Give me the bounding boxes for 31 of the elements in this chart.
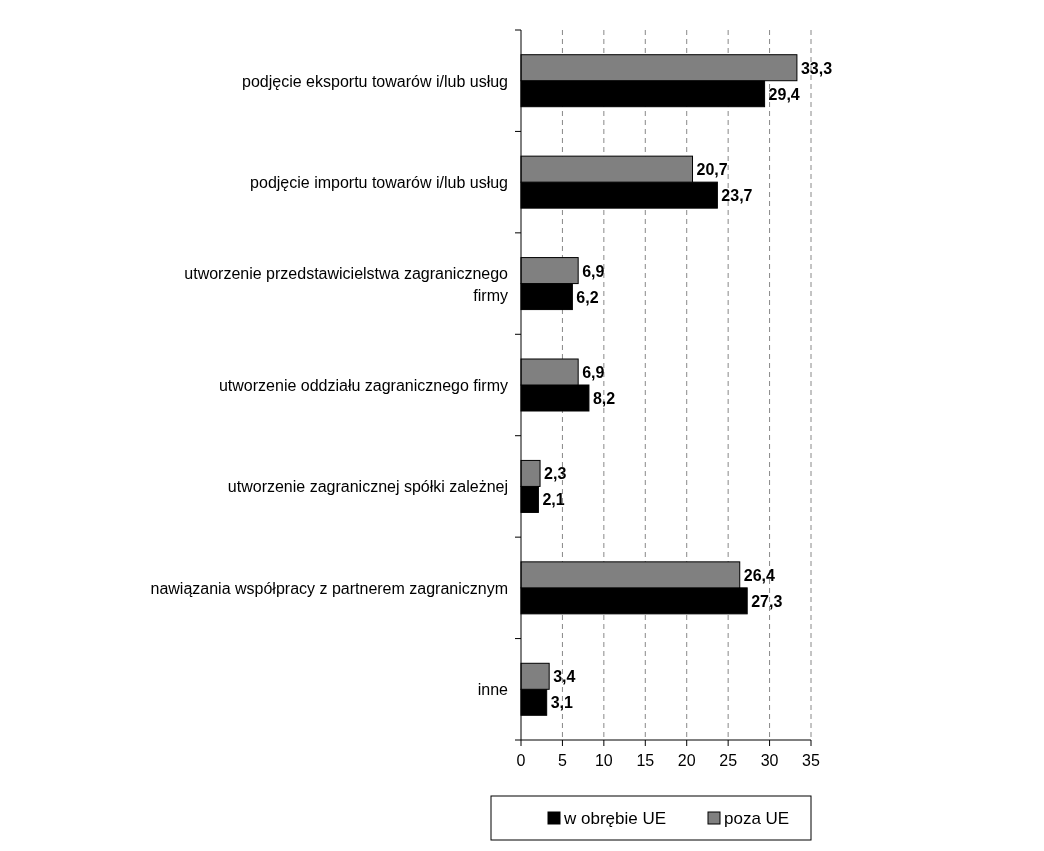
x-tick-label: 35 xyxy=(802,752,820,769)
x-tick-label: 5 xyxy=(557,752,567,769)
x-tick-label: 0 xyxy=(516,752,526,769)
x-tick-label: 20 xyxy=(677,752,696,769)
data-label: 6,9 xyxy=(582,364,605,381)
y-tick-label: nawiązania współpracy z partnerem zagranicznym xyxy=(150,579,508,597)
data-label: 23,7 xyxy=(721,187,753,205)
legend-label: w obrębie UE xyxy=(563,809,667,828)
y-tick-label: podjęcie eksportu towarów i/lub usług xyxy=(242,72,508,90)
x-tick-label: 10 xyxy=(594,752,613,769)
data-label: 29,4 xyxy=(768,85,800,103)
data-label: 8,2 xyxy=(592,390,616,407)
x-tick-label: 25 xyxy=(719,752,738,769)
y-tick-label: utworzenie oddziału zagranicznego firmy xyxy=(218,377,508,394)
data-label: 2,1 xyxy=(542,491,565,509)
data-label: 6,9 xyxy=(582,262,605,280)
x-tick-label: 15 xyxy=(636,752,655,769)
data-label: 20,7 xyxy=(696,161,728,179)
data-label: 3,1 xyxy=(550,694,574,712)
legend-label: poza UE xyxy=(724,809,790,828)
y-tick-label: inne xyxy=(477,681,509,699)
data-label: 27,3 xyxy=(751,592,783,610)
y-tick-label: utworzenie zagranicznej spółki zależnej xyxy=(227,478,508,496)
data-label: 3,4 xyxy=(553,668,576,686)
data-label: 6,2 xyxy=(576,288,599,306)
data-label: 33,3 xyxy=(800,59,833,77)
y-tick-label: utworzenie przedstawicielstwa zagranicznego firmy xyxy=(184,264,509,304)
x-tick-label: 30 xyxy=(760,752,779,769)
y-tick-label: podjęcie importu towarów i/lub usług xyxy=(250,174,508,192)
data-label: 26,4 xyxy=(743,566,775,584)
data-label: 2,3 xyxy=(544,465,567,483)
